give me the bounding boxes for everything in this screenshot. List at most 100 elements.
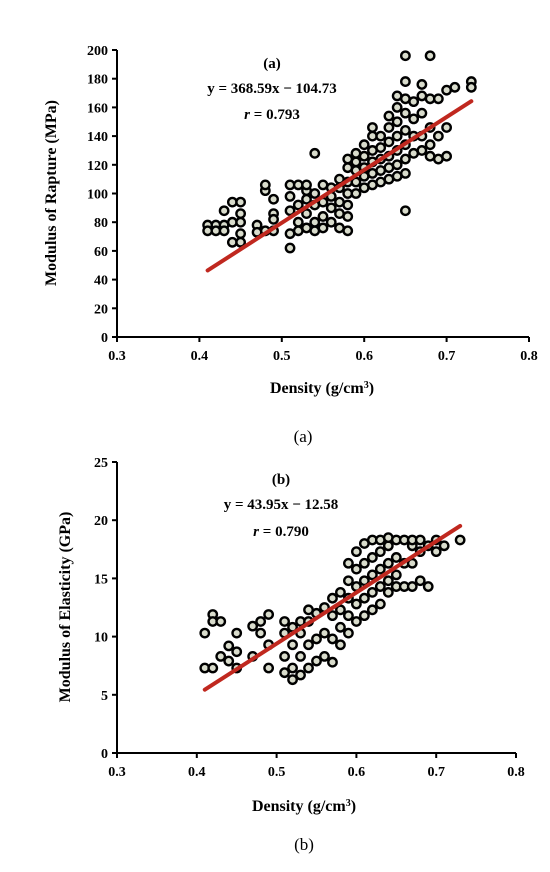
data-point xyxy=(358,557,370,569)
data-point xyxy=(319,627,330,639)
y-tick-label: 20 xyxy=(94,514,108,529)
data-point xyxy=(235,228,247,240)
data-point xyxy=(301,208,312,219)
data-point xyxy=(350,176,362,188)
y-tick-label: 160 xyxy=(87,101,108,116)
data-point xyxy=(317,222,329,234)
data-point xyxy=(279,667,290,679)
data-point xyxy=(235,236,247,248)
data-point xyxy=(350,156,362,168)
data-point xyxy=(424,50,436,62)
data-point xyxy=(235,216,247,228)
data-point xyxy=(391,102,403,113)
data-point xyxy=(358,575,370,587)
regression-equation-b: y = 43.95x − 12.58 xyxy=(224,497,339,513)
figure-caption-b: (b) xyxy=(294,835,314,854)
data-point xyxy=(231,646,243,658)
data-point xyxy=(399,76,411,87)
data-point xyxy=(350,188,362,199)
data-point xyxy=(255,616,267,627)
data-point xyxy=(287,662,298,674)
data-point xyxy=(432,130,444,142)
correlation-value-a: = 0.793 xyxy=(250,107,300,123)
data-point xyxy=(335,639,346,651)
data-point xyxy=(215,650,227,662)
x-tick-label: 0.7 xyxy=(438,349,456,364)
data-point xyxy=(223,655,235,667)
data-point xyxy=(317,211,329,222)
x-axis-title-suffix-a: ) xyxy=(369,380,374,397)
y-tick-label: 0 xyxy=(101,747,108,762)
y-tick-label: 140 xyxy=(87,130,108,145)
y-tick-label: 60 xyxy=(94,245,108,260)
data-point xyxy=(284,242,296,254)
data-point xyxy=(301,179,312,191)
y-tick-label: 180 xyxy=(87,73,108,88)
data-point xyxy=(325,202,337,214)
data-point xyxy=(399,50,411,62)
x-axis-title-sup-b: 3 xyxy=(346,798,351,809)
data-point xyxy=(342,199,354,211)
data-point xyxy=(343,557,354,569)
y-tick-label: 25 xyxy=(94,456,108,471)
data-point xyxy=(366,569,378,581)
data-point xyxy=(390,552,402,563)
data-point xyxy=(292,199,304,211)
data-point xyxy=(284,205,296,217)
data-point xyxy=(399,107,411,119)
correlation-value-b: = 0.790 xyxy=(259,524,309,540)
data-point xyxy=(303,639,314,651)
x-tick-label: 0.3 xyxy=(108,349,126,364)
data-point xyxy=(399,168,411,179)
data-point xyxy=(255,627,267,639)
data-point xyxy=(199,627,211,639)
data-point xyxy=(391,130,403,142)
scatter-chart-a: 0 20 40 60 80 100 120 140 160 180 200 0.3 0.4 0.5 0.6 0… xyxy=(43,44,538,446)
scatter-chart-b: 0 5 10 15 20 25 0.3 0.4 0.5 0.6 0.7 0.8 (b) y = 43.… xyxy=(57,456,525,854)
data-point xyxy=(399,153,411,165)
data-point xyxy=(327,656,338,668)
data-point xyxy=(416,145,428,156)
data-point xyxy=(350,563,362,575)
data-point xyxy=(343,575,354,587)
data-point xyxy=(399,124,411,136)
x-axis-title-b: Density (g/cm3) xyxy=(252,798,356,816)
y-tick-label: 40 xyxy=(94,274,108,289)
data-point xyxy=(342,225,354,237)
data-point xyxy=(414,575,426,587)
data-point xyxy=(374,546,386,558)
data-point xyxy=(390,569,402,581)
regression-equation-a: y = 368.59x − 104.73 xyxy=(207,81,337,97)
data-point xyxy=(215,616,227,627)
y-tick-label: 0 xyxy=(101,331,108,346)
y-tick-label: 15 xyxy=(94,572,108,587)
data-point xyxy=(358,610,370,622)
data-point xyxy=(438,540,450,552)
data-point xyxy=(311,655,322,667)
data-point xyxy=(406,557,418,569)
axes-a: 0 20 40 60 80 100 120 140 160 180 200 0.3 0.4 0.5 0.6 0… xyxy=(87,44,538,364)
data-point xyxy=(309,147,321,159)
axes-b: 0 5 10 15 20 25 0.3 0.4 0.5 0.6 0.7 0.8 xyxy=(94,456,525,780)
y-tick-label: 5 xyxy=(101,689,108,704)
y-tick-label: 20 xyxy=(94,302,108,317)
data-point xyxy=(223,640,235,652)
data-point xyxy=(358,139,370,151)
data-point xyxy=(259,179,271,191)
trendline-segment xyxy=(202,523,463,692)
y-axis-title-a: Modulus of Rapture (MPa) xyxy=(43,100,60,286)
data-point xyxy=(335,621,346,633)
data-point xyxy=(408,96,420,108)
data-point xyxy=(366,552,378,563)
panel-label-b: (b) xyxy=(272,472,290,488)
data-point xyxy=(327,633,338,645)
data-point xyxy=(335,604,346,616)
data-point xyxy=(422,581,434,592)
panel-label-a: (a) xyxy=(263,56,281,72)
data-point xyxy=(295,650,306,662)
data-point xyxy=(218,205,230,217)
data-point xyxy=(235,196,247,208)
data-point xyxy=(358,150,370,162)
data-point xyxy=(301,193,312,205)
data-point xyxy=(441,122,452,133)
